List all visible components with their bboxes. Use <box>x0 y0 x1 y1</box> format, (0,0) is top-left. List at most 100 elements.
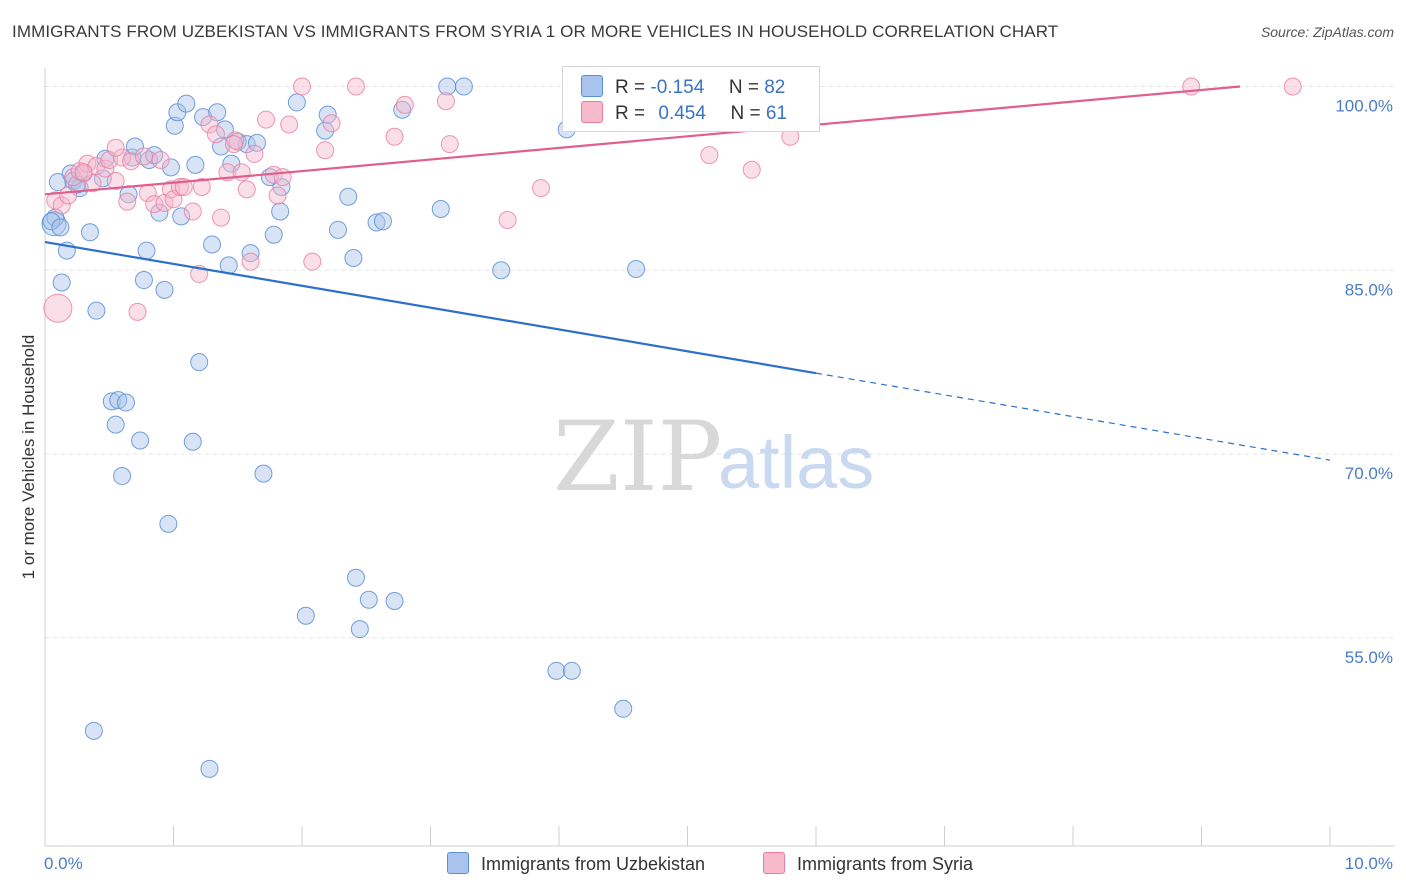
uzbekistan-point <box>106 415 125 434</box>
uzbekistan-point <box>177 94 196 113</box>
legend-r-value-uzbekistan: -0.154 <box>650 77 705 98</box>
y-tick-label: 85.0% <box>1345 280 1393 299</box>
tick-labels: 55.0% 70.0% 85.0% 100.0% 0.0% 10.0% <box>44 97 1393 874</box>
uzbekistan-point <box>339 187 358 206</box>
uzbekistan-point <box>271 202 290 221</box>
uzbekistan-point <box>367 213 386 232</box>
uzbekistan-point <box>296 606 315 625</box>
syria-point <box>151 151 170 169</box>
y-tick-label: 55.0% <box>1345 648 1393 667</box>
syria-point <box>43 293 73 323</box>
uzbekistan-point <box>627 260 646 279</box>
uzbekistan-point <box>134 271 153 290</box>
uzbekistan-point <box>190 353 209 372</box>
uzbekistan-point <box>102 392 121 411</box>
uzbekistan-point <box>183 432 202 451</box>
source-label: Source: ZipAtlas.com <box>1260 24 1394 40</box>
uzbekistan-point <box>431 200 450 218</box>
uzbekistan-point <box>41 211 67 237</box>
legend-row-uzbekistan: R = -0.154 N = 82 <box>581 75 785 101</box>
syria-point <box>206 125 225 144</box>
uzbekistan-point <box>346 568 365 587</box>
uzbekistan-point <box>264 225 283 244</box>
uzbekistan-point <box>344 249 363 267</box>
syria-point <box>237 180 256 199</box>
syria-point <box>59 186 78 205</box>
syria-point <box>192 177 211 196</box>
uzbekistan-trend-line <box>44 240 817 375</box>
syria-point <box>316 141 335 160</box>
series-swatch-uzbekistan <box>447 852 469 874</box>
uzbekistan-point <box>165 116 184 135</box>
x-tick-label-min: 0.0% <box>44 854 83 873</box>
legend-swatch-uzbekistan <box>581 75 603 97</box>
syria-point <box>273 168 292 187</box>
uzbekistan-point <box>562 661 581 680</box>
uzbekistan-point <box>492 261 511 280</box>
syria-point <box>532 179 551 198</box>
uzbekistan-point <box>51 218 70 237</box>
syria-point <box>96 159 115 178</box>
syria-trend-line <box>44 85 1241 196</box>
uzbekistan-point <box>454 77 473 96</box>
watermark-atlas: atlas <box>718 421 874 504</box>
uzbekistan-point <box>87 301 106 320</box>
watermark: ZIP atlas <box>553 401 874 513</box>
legend-r-label: R = <box>615 103 646 124</box>
syria-point <box>241 252 260 271</box>
axes <box>44 68 1395 847</box>
uzbekistan-point <box>186 155 205 174</box>
series-label-syria: Immigrants from Syria <box>797 854 974 874</box>
uzbekistan-point <box>203 235 222 254</box>
legend-n-value-syria: 61 <box>765 103 788 124</box>
uzbekistan-point <box>137 241 156 260</box>
syria-point <box>395 95 414 114</box>
uzbekistan-point <box>350 620 369 639</box>
watermark-zip: ZIP <box>553 401 722 513</box>
series-legend: Immigrants from Uzbekistan Immigrants fr… <box>0 852 1406 878</box>
uzbekistan-point <box>547 661 566 680</box>
legend-n-label: N = <box>730 103 761 124</box>
uzbekistan-point <box>393 100 412 119</box>
uzbekistan-point <box>113 467 132 486</box>
syria-point <box>742 160 761 179</box>
uzbekistan-point <box>172 207 191 226</box>
syria-point <box>245 144 264 163</box>
uzbekistan-point <box>52 273 71 292</box>
syria-point <box>440 135 459 154</box>
uzbekistan-point <box>385 592 404 610</box>
uzbekistan-point <box>254 464 273 483</box>
series-swatch-syria <box>763 852 785 874</box>
y-tick-label: 100.0% <box>1335 97 1393 116</box>
uzbekistan-point <box>159 514 178 533</box>
syria-point <box>128 302 147 321</box>
syria-point <box>385 127 404 146</box>
uzbekistan-point <box>328 220 347 239</box>
syria-point <box>293 77 311 96</box>
y-tick-label: 70.0% <box>1345 464 1393 483</box>
uzbekistan-point <box>131 431 150 450</box>
syria-point <box>498 211 517 230</box>
uzbekistan-point <box>614 699 633 718</box>
syria-point <box>257 110 276 129</box>
uzbekistan-point <box>287 93 306 112</box>
uzbekistan-point <box>373 212 392 231</box>
uzbekistan-point <box>194 108 213 127</box>
syria-point <box>52 196 71 215</box>
uzbekistan-point <box>125 137 144 156</box>
trend-lines <box>44 85 1331 461</box>
series-legend-uzbekistan: Immigrants from Uzbekistan <box>447 852 705 875</box>
syria-point <box>1283 77 1302 96</box>
syria-point <box>183 202 202 221</box>
syria-point <box>322 114 341 133</box>
syria-point <box>224 135 243 154</box>
syria-point <box>212 208 231 227</box>
syria-point <box>280 115 299 134</box>
series-label-uzbekistan: Immigrants from Uzbekistan <box>481 854 706 874</box>
uzbekistan-point <box>150 203 169 222</box>
syria-point <box>106 171 125 190</box>
uzbekistan-point <box>116 393 135 412</box>
x-tick-label-max: 10.0% <box>1345 854 1393 873</box>
uzbekistan-point <box>155 280 174 299</box>
